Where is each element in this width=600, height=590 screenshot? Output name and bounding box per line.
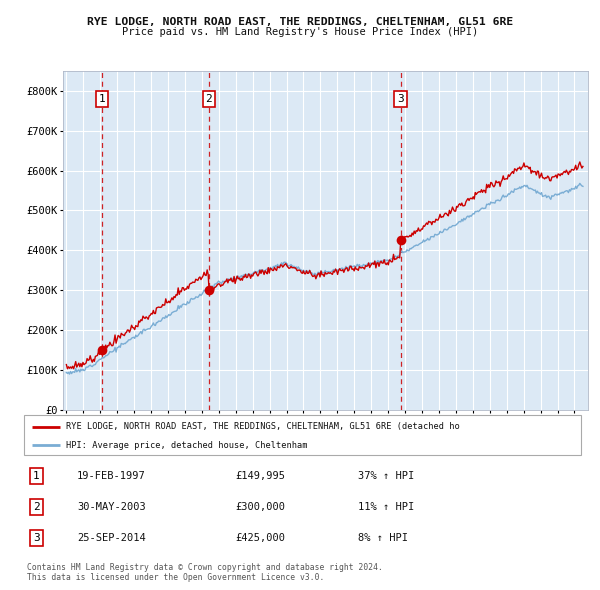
Text: Price paid vs. HM Land Registry's House Price Index (HPI): Price paid vs. HM Land Registry's House … xyxy=(122,28,478,37)
Text: This data is licensed under the Open Government Licence v3.0.: This data is licensed under the Open Gov… xyxy=(27,572,325,582)
Text: 19-FEB-1997: 19-FEB-1997 xyxy=(77,471,146,481)
Text: 3: 3 xyxy=(33,533,40,543)
Text: 3: 3 xyxy=(397,94,404,104)
FancyBboxPatch shape xyxy=(24,415,581,455)
Text: 8% ↑ HPI: 8% ↑ HPI xyxy=(358,533,408,543)
Text: 37% ↑ HPI: 37% ↑ HPI xyxy=(358,471,415,481)
Text: 1: 1 xyxy=(33,471,40,481)
Text: £300,000: £300,000 xyxy=(236,502,286,512)
Text: 25-SEP-2014: 25-SEP-2014 xyxy=(77,533,146,543)
Text: 2: 2 xyxy=(33,502,40,512)
Text: £425,000: £425,000 xyxy=(236,533,286,543)
Text: £149,995: £149,995 xyxy=(236,471,286,481)
Text: 1: 1 xyxy=(99,94,106,104)
Text: RYE LODGE, NORTH ROAD EAST, THE REDDINGS, CHELTENHAM, GL51 6RE (detached ho: RYE LODGE, NORTH ROAD EAST, THE REDDINGS… xyxy=(66,422,460,431)
Text: RYE LODGE, NORTH ROAD EAST, THE REDDINGS, CHELTENHAM, GL51 6RE: RYE LODGE, NORTH ROAD EAST, THE REDDINGS… xyxy=(87,17,513,27)
Text: 11% ↑ HPI: 11% ↑ HPI xyxy=(358,502,415,512)
Text: HPI: Average price, detached house, Cheltenham: HPI: Average price, detached house, Chel… xyxy=(66,441,307,450)
Text: 30-MAY-2003: 30-MAY-2003 xyxy=(77,502,146,512)
Text: Contains HM Land Registry data © Crown copyright and database right 2024.: Contains HM Land Registry data © Crown c… xyxy=(27,563,383,572)
Text: 2: 2 xyxy=(205,94,212,104)
